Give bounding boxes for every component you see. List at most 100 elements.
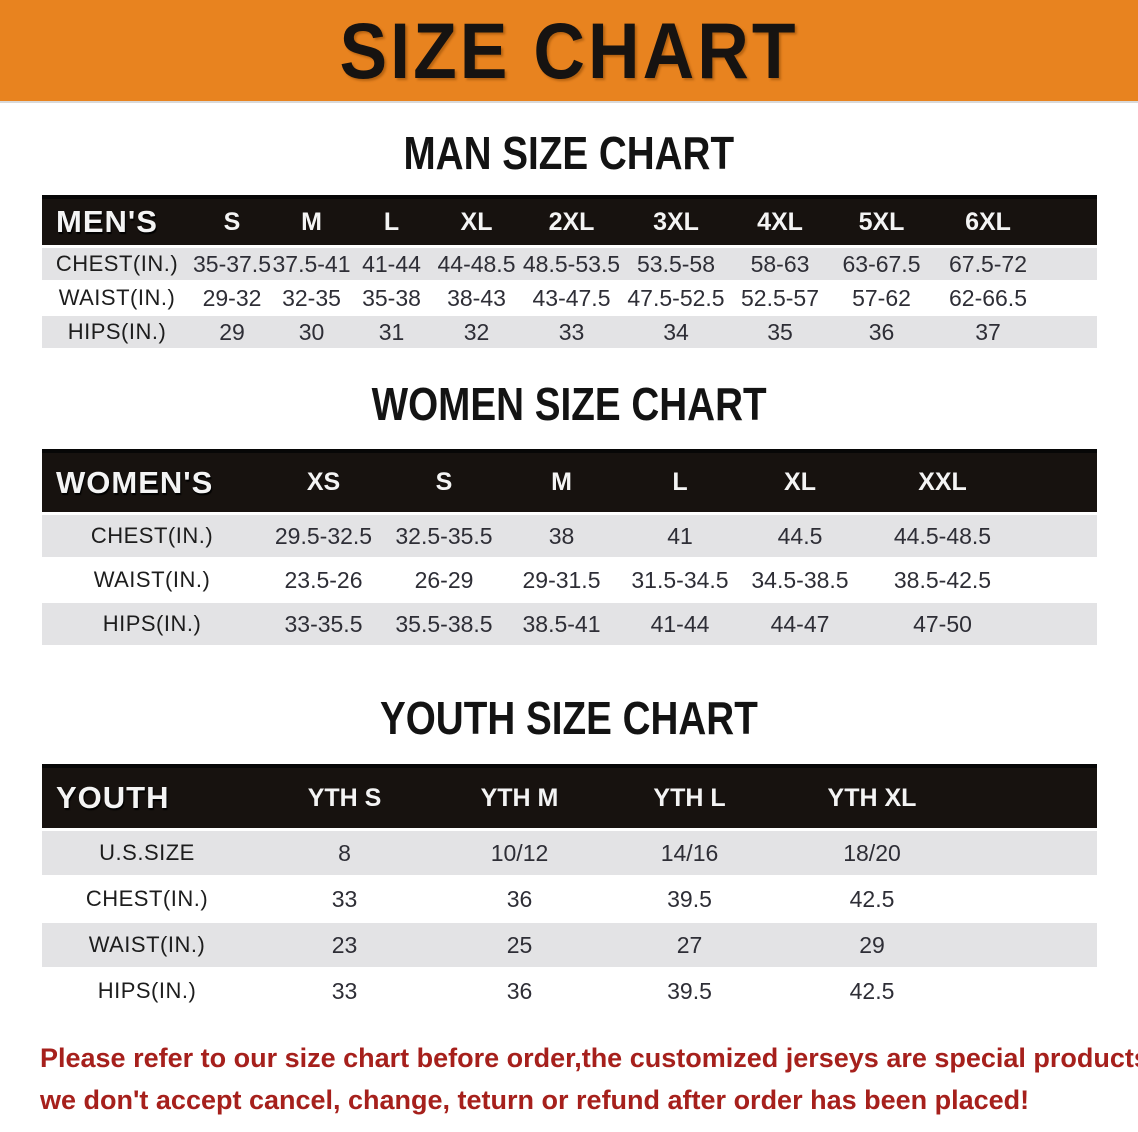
header-row: WOMEN'S XS S M L XL XXL (42, 449, 1097, 515)
measurement-value: 33 (252, 876, 437, 923)
table-row: CHEST(IN.) 35-37.5 37.5-41 41-44 44-48.5 48.5… (42, 246, 1097, 282)
filler-cell (967, 764, 1097, 831)
measurement-label: U.S.SIZE (42, 829, 252, 877)
measurement-value: 37 (933, 315, 1043, 350)
measurement-value: 35-38 (351, 281, 432, 316)
filler-cell (1043, 195, 1097, 248)
measurement-value: 67.5-72 (933, 246, 1043, 282)
measurement-value: 29-32 (192, 281, 272, 316)
table-row: WAIST(IN.) 23.5-26 26-29 29-31.5 31.5-34.5 34… (42, 558, 1097, 603)
measurement-value: 33 (521, 315, 622, 350)
size-column-header: YTH M (437, 764, 602, 831)
measurement-value: 30 (272, 315, 351, 350)
size-column-header: XL (432, 195, 521, 248)
header-row: YOUTH YTH S YTH M YTH L YTH XL (42, 764, 1097, 831)
table-row: WAIST(IN.) 23 25 27 29 (42, 922, 1097, 969)
size-column-header: S (385, 449, 503, 515)
measurement-value: 38 (503, 513, 620, 559)
measurement-value: 47.5-52.5 (622, 281, 730, 316)
size-column-header: S (192, 195, 272, 248)
measurement-label: CHEST(IN.) (42, 876, 252, 923)
measurement-value: 38.5-41 (503, 602, 620, 647)
measurement-value: 23.5-26 (262, 558, 385, 603)
measurement-value: 48.5-53.5 (521, 246, 622, 282)
size-chart-banner: SIZE CHART (0, 0, 1138, 103)
size-column-header: 6XL (933, 195, 1043, 248)
measurement-value: 52.5-57 (730, 281, 830, 316)
filler-cell (1025, 602, 1097, 647)
table-row: CHEST(IN.) 29.5-32.5 32.5-35.5 38 41 44.5 44.5… (42, 513, 1097, 559)
measurement-value: 36 (830, 315, 933, 350)
men-section-heading: MAN SIZE CHART (0, 127, 1138, 179)
measurement-value: 10/12 (437, 829, 602, 877)
measurement-value: 14/16 (602, 829, 777, 877)
measurement-value: 32-35 (272, 281, 351, 316)
women-section-heading: WOMEN SIZE CHART (0, 378, 1138, 430)
youth-size-section: YOUTH SIZE CHART YOUTH YTH S YTH M YTH L YTH… (0, 692, 1138, 1015)
measurement-label: WAIST(IN.) (42, 558, 262, 603)
measurement-value: 29-31.5 (503, 558, 620, 603)
measurement-value: 34 (622, 315, 730, 350)
disclaimer-line-1: Please refer to our size chart before or… (40, 1043, 1138, 1073)
measurement-value: 37.5-41 (272, 246, 351, 282)
filler-cell (1025, 513, 1097, 559)
table-row: HIPS(IN.) 33 36 39.5 42.5 (42, 968, 1097, 1015)
measurement-value: 25 (437, 922, 602, 969)
filler-cell (967, 876, 1097, 923)
measurement-value: 36 (437, 968, 602, 1015)
size-column-header: YTH L (602, 764, 777, 831)
measurement-value: 33 (252, 968, 437, 1015)
measurement-value: 63-67.5 (830, 246, 933, 282)
measurement-value: 62-66.5 (933, 281, 1043, 316)
youth-size-table: YOUTH YTH S YTH M YTH L YTH XL U.S.SIZE 8 10/12… (42, 764, 1097, 1015)
measurement-value: 41-44 (620, 602, 740, 647)
measurement-value: 44.5 (740, 513, 860, 559)
measurement-value: 42.5 (777, 968, 967, 1015)
measurement-value: 31 (351, 315, 432, 350)
men-section-heading-text: MAN SIZE CHART (403, 127, 735, 179)
filler-cell (967, 829, 1097, 877)
size-column-header: XL (740, 449, 860, 515)
measurement-value: 44-47 (740, 602, 860, 647)
table-row: HIPS(IN.) 29 30 31 32 33 34 35 36 37 (42, 315, 1097, 350)
table-row: CHEST(IN.) 33 36 39.5 42.5 (42, 876, 1097, 923)
measurement-value: 43-47.5 (521, 281, 622, 316)
banner-title: SIZE CHART (339, 6, 799, 95)
women-section-heading-text: WOMEN SIZE CHART (371, 378, 767, 430)
youth-size-table-container: YOUTH YTH S YTH M YTH L YTH XL U.S.SIZE 8 10/12… (0, 764, 1138, 1015)
women-size-table: WOMEN'S XS S M L XL XXL CHEST(IN.) 29.5-32.5 32.5… (42, 449, 1097, 647)
measurement-value: 29.5-32.5 (262, 513, 385, 559)
measurement-value: 44.5-48.5 (860, 513, 1025, 559)
measurement-value: 8 (252, 829, 437, 877)
disclaimer-line-2: we don't accept cancel, change, teturn o… (40, 1085, 1030, 1115)
women-size-section: WOMEN SIZE CHART WOMEN'S XS S M L XL XXL CHEST(… (0, 378, 1138, 647)
measurement-value: 32.5-35.5 (385, 513, 503, 559)
measurement-value: 35 (730, 315, 830, 350)
size-column-header: 4XL (730, 195, 830, 248)
size-column-header: XXL (860, 449, 1025, 515)
youth-section-heading-text: YOUTH SIZE CHART (380, 692, 758, 744)
filler-cell (967, 922, 1097, 969)
measurement-value: 33-35.5 (262, 602, 385, 647)
measurement-value: 39.5 (602, 968, 777, 1015)
size-column-header: YTH S (252, 764, 437, 831)
measurement-label: CHEST(IN.) (42, 513, 262, 559)
men-size-table: MEN'S S M L XL 2XL 3XL 4XL 5XL 6XL CHEST(IN.) 35-37… (42, 195, 1097, 350)
measurement-value: 47-50 (860, 602, 1025, 647)
measurement-value: 32 (432, 315, 521, 350)
measurement-value: 29 (777, 922, 967, 969)
measurement-value: 44-48.5 (432, 246, 521, 282)
table-row: HIPS(IN.) 33-35.5 35.5-38.5 38.5-41 41-44 44-… (42, 602, 1097, 647)
women-size-table-container: WOMEN'S XS S M L XL XXL CHEST(IN.) 29.5-32.5 32.5… (0, 449, 1138, 647)
measurement-value: 26-29 (385, 558, 503, 603)
youth-section-heading: YOUTH SIZE CHART (0, 692, 1138, 744)
table-title-cell: WOMEN'S (42, 449, 262, 515)
size-column-header: L (620, 449, 740, 515)
size-column-header: M (503, 449, 620, 515)
filler-cell (1043, 246, 1097, 282)
size-column-header: 2XL (521, 195, 622, 248)
measurement-label: HIPS(IN.) (42, 315, 192, 350)
measurement-label: WAIST(IN.) (42, 281, 192, 316)
measurement-value: 27 (602, 922, 777, 969)
measurement-value: 53.5-58 (622, 246, 730, 282)
